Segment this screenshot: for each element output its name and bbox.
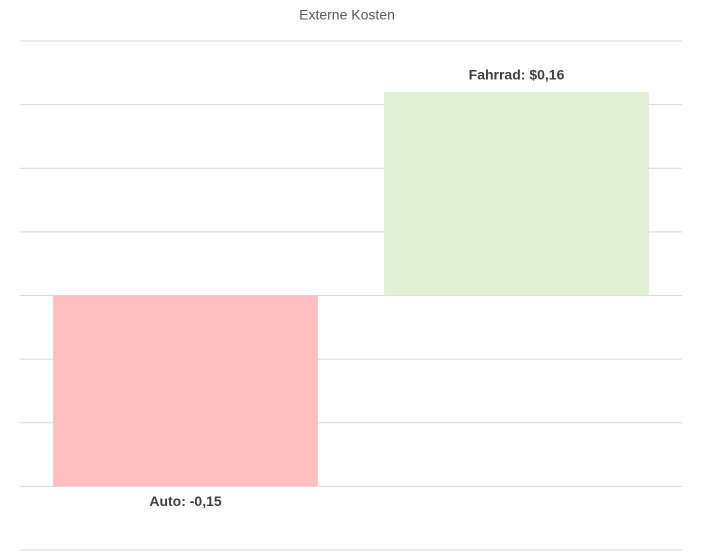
- bar: [53, 295, 318, 487]
- bar: [384, 91, 649, 296]
- data-label: Fahrrad: $0,16: [469, 67, 565, 83]
- data-label: Auto: -0,15: [149, 493, 222, 509]
- chart-title: Externe Kosten: [299, 7, 395, 23]
